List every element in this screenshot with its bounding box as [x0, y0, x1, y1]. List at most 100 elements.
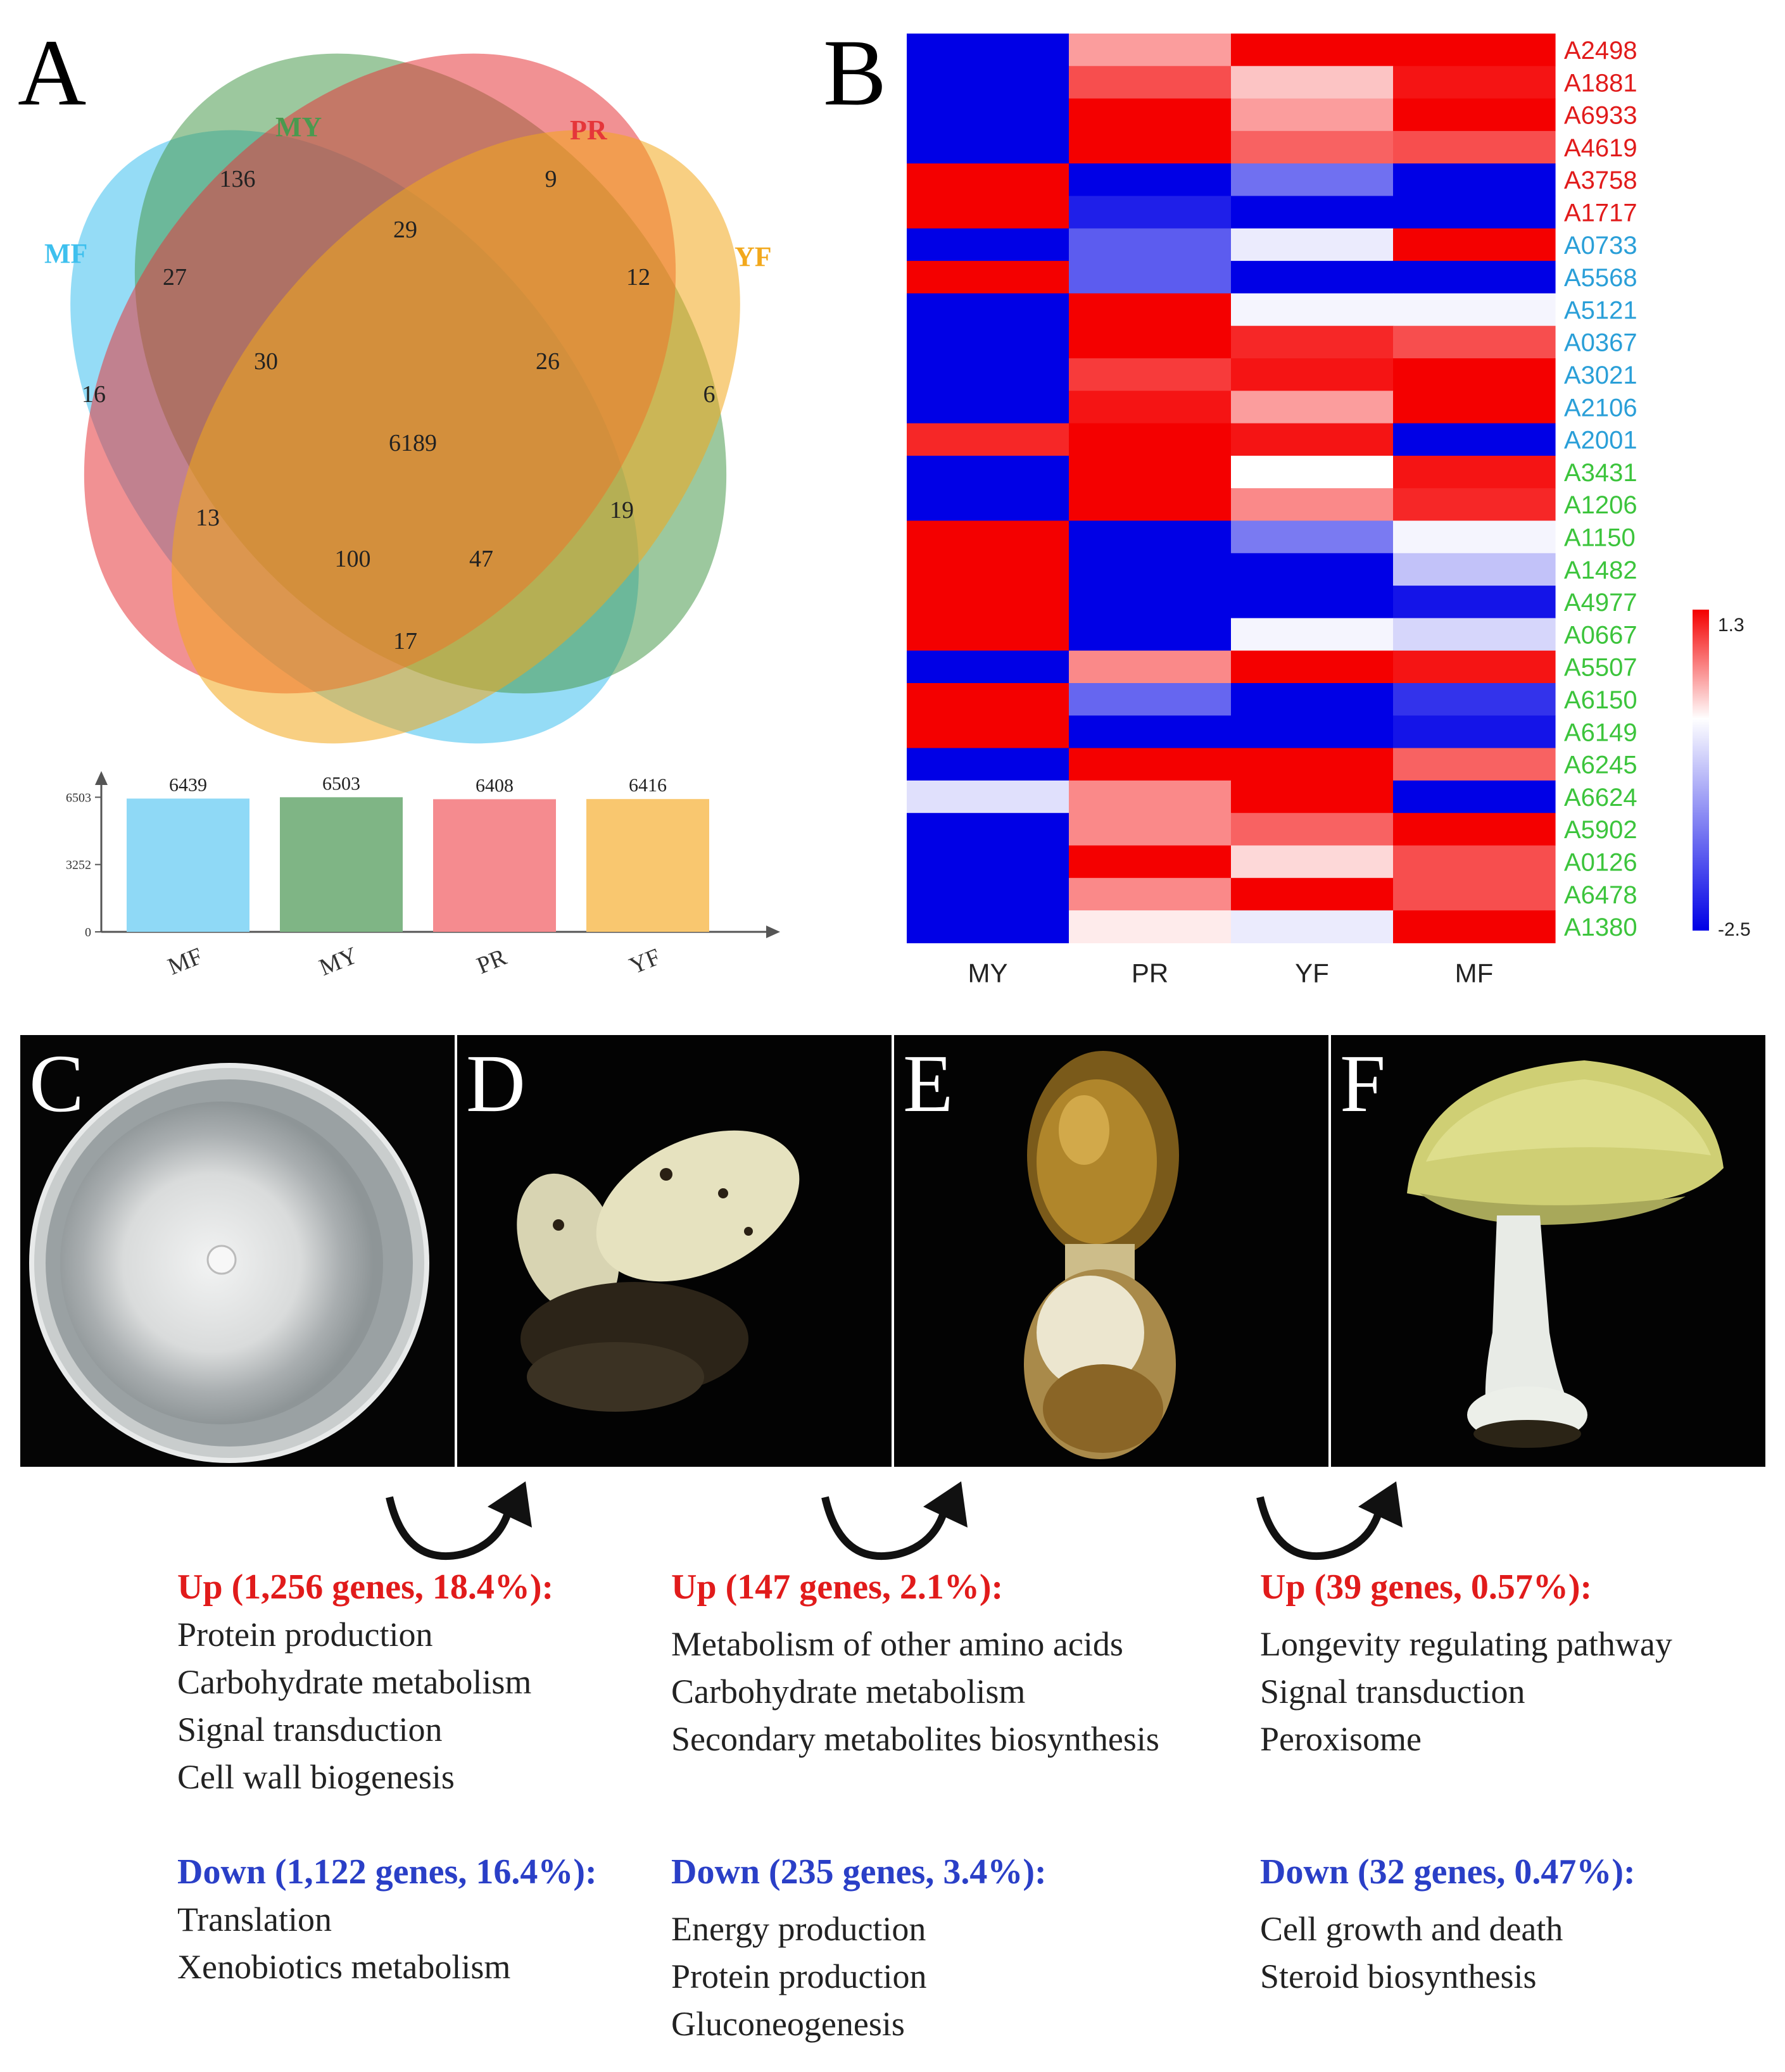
panel-label-a: A [18, 20, 87, 125]
list-item: Protein production [671, 1957, 927, 1995]
heatmap-row-label: A0367 [1564, 329, 1637, 357]
panel-label-f: F [1340, 1038, 1386, 1129]
heatmap-cell [907, 423, 1069, 456]
heatmap-cell [907, 325, 1069, 359]
heatmap-row-label: A1150 [1564, 524, 1636, 552]
venn-region-value: 12 [626, 264, 650, 291]
heatmap-row-label: A0126 [1564, 849, 1637, 877]
bar-value-label: 6503 [322, 773, 360, 794]
heatmap-cell [1231, 845, 1394, 879]
heatmap-cell [1231, 780, 1394, 813]
venn-region-value: 9 [545, 166, 557, 192]
venn-set-label-my: MY [275, 111, 322, 142]
transition-text-2: Up (147 genes, 2.1%): Metabolism of othe… [671, 1564, 1159, 2048]
heatmap-cell [1069, 715, 1232, 749]
heatmap-cell [907, 358, 1069, 391]
heatmap-cell [1069, 391, 1232, 424]
list-item: Carbohydrate metabolism [177, 1663, 532, 1701]
venn-set-label-yf: YF [735, 241, 772, 272]
transition-text-3: Up (39 genes, 0.57%): Longevity regulati… [1260, 1564, 1672, 2000]
heatmap-cell [1231, 910, 1394, 943]
heatmap-cell [907, 780, 1069, 813]
heatmap-column-label: PR [1132, 958, 1168, 988]
heatmap-row-label: A1717 [1564, 199, 1637, 227]
bar-x-axis-arrow [766, 926, 780, 938]
heatmap-cell [1069, 98, 1232, 132]
venn-region-value: 47 [469, 546, 493, 572]
heatmap-cell [1069, 423, 1232, 456]
bar-value-label: 6416 [629, 775, 667, 796]
heatmap-row-label: A2498 [1564, 37, 1637, 65]
down-header: Down (32 genes, 0.47%): [1260, 1852, 1636, 1892]
list-item: Secondary metabolites biosynthesis [671, 1720, 1159, 1758]
list-item: Xenobiotics metabolism [177, 1948, 511, 1986]
heatmap-cell [1393, 293, 1556, 327]
heatmap-cell [1393, 261, 1556, 294]
heatmap-cell [1393, 813, 1556, 846]
heatmap-cell [1393, 715, 1556, 749]
heatmap-cell [1393, 325, 1556, 359]
heatmap-cell [1231, 358, 1394, 391]
heatmap-cell [1393, 228, 1556, 261]
heatmap-row-label: A5507 [1564, 654, 1637, 682]
heatmap-cell [907, 130, 1069, 164]
heatmap-cell [1069, 553, 1232, 586]
bar-category-label: YF [626, 943, 664, 979]
heatmap-cell [1393, 488, 1556, 522]
heatmap-cell [1231, 261, 1394, 294]
heatmap-cell [907, 488, 1069, 522]
list-item: Cell wall biogenesis [177, 1758, 455, 1796]
heatmap-cell [1231, 586, 1394, 618]
up-header: Up (147 genes, 2.1%): [671, 1567, 1004, 1607]
photo-primordia: D [457, 1035, 892, 1467]
heatmap-cell [907, 196, 1069, 229]
heatmap-cell [907, 455, 1069, 489]
venn-region-value: 26 [536, 348, 560, 375]
heatmap: A2498 A1881 A6933 A4619 A3758 A1717 A0733 A5568… [907, 34, 1751, 988]
heatmap-row-label: A5568 [1564, 264, 1637, 292]
heatmap-cell [1231, 66, 1394, 99]
venn-set-label-mf: MF [44, 238, 87, 269]
heatmap-cell [1231, 163, 1394, 197]
venn-region-value: 27 [163, 264, 187, 291]
heatmap-cell [1231, 877, 1394, 911]
heatmap-cell [907, 650, 1069, 684]
list-item: Longevity regulating pathway [1260, 1625, 1672, 1663]
curved-arrow-icon [821, 1481, 968, 1560]
venn-region-value: 16 [82, 381, 106, 408]
bar [433, 799, 556, 932]
heatmap-row-label: A1206 [1564, 491, 1637, 519]
list-item: Signal transduction [177, 1711, 443, 1749]
curved-arrow-icon [1256, 1481, 1403, 1560]
heatmap-cell [1393, 391, 1556, 424]
heatmap-cell [1069, 196, 1232, 229]
panel-label-d: D [466, 1038, 526, 1129]
heatmap-row-label: A0733 [1564, 232, 1637, 260]
venn-diagram: MY PR MF YF 136 9 16 6 29 27 12 30 26 61… [44, 53, 772, 744]
bar-value-label: 6439 [169, 774, 207, 795]
heatmap-cell [1069, 650, 1232, 684]
heatmap-column-label: YF [1295, 958, 1329, 988]
heatmap-cell [1393, 780, 1556, 813]
heatmap-row-label: A5902 [1564, 816, 1637, 844]
heatmap-cell [1069, 261, 1232, 294]
venn-set-label-pr: PR [570, 115, 608, 146]
heatmap-cell [1393, 650, 1556, 684]
heatmap-cell [1069, 813, 1232, 846]
venn-region-value: 136 [220, 166, 256, 192]
bar [127, 798, 249, 932]
heatmap-row-label: A3021 [1564, 361, 1637, 389]
heatmap-cell [907, 553, 1069, 586]
bar [280, 797, 403, 932]
heatmap-cell [907, 391, 1069, 424]
heatmap-cell [1231, 813, 1394, 846]
venn-region-value: 19 [610, 497, 634, 524]
heatmap-scale-max: 1.3 [1718, 615, 1744, 636]
heatmap-cell [1393, 455, 1556, 489]
venn-region-value: 29 [393, 217, 417, 243]
bar-tick-label: 6503 [66, 791, 91, 805]
heatmap-cell [1069, 586, 1232, 618]
venn-region-value: 30 [254, 348, 278, 375]
list-item: Cell growth and death [1260, 1910, 1563, 1948]
up-header: Up (1,256 genes, 18.4%): [177, 1567, 554, 1607]
